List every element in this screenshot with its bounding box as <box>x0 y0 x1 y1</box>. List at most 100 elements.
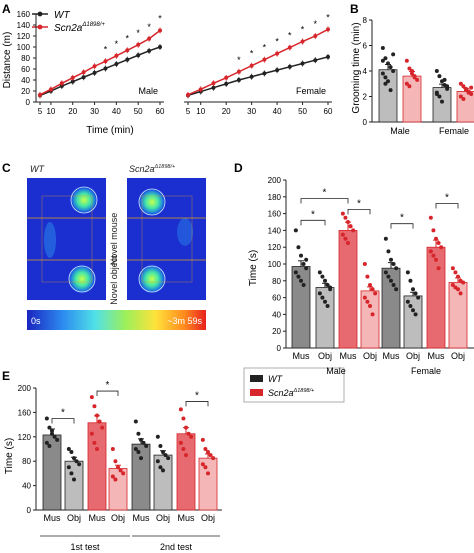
point-a-mut <box>38 92 42 97</box>
point-a-wt <box>125 57 130 62</box>
tick-label-a-y: 20 <box>21 87 30 96</box>
heatmap-wt-trace <box>44 222 56 258</box>
panel-b: B Grooming time (min) <box>350 2 362 114</box>
heatmap-wt-cage-object <box>68 265 96 293</box>
sig-star-a: * <box>147 22 151 32</box>
category-label-d: Obj <box>363 351 377 361</box>
data-point-e <box>66 465 71 470</box>
data-point-d <box>304 266 309 271</box>
data-point-b <box>461 97 466 102</box>
data-point-d <box>436 241 441 245</box>
data-point-d <box>431 228 436 233</box>
data-point-d <box>370 287 375 292</box>
data-point-e <box>189 434 194 439</box>
data-point-e <box>155 434 160 439</box>
data-point-d <box>439 245 444 250</box>
data-point-d <box>391 262 396 266</box>
heatmap-mut-trace <box>177 218 193 246</box>
heatmap-wt-zone-box <box>41 195 93 283</box>
data-point-b <box>386 61 390 66</box>
point-a-wt <box>103 66 108 71</box>
data-point-d <box>394 287 399 292</box>
tick-label-a-y: 100 <box>17 43 31 52</box>
tick-label-b-y: 6 <box>363 42 368 51</box>
point-a-wt <box>158 45 162 49</box>
tick-label-e-y: 40 <box>22 482 31 491</box>
tick-label-a-x: 50 <box>298 107 307 116</box>
sig-bracket-e <box>51 418 75 424</box>
sig-star-d: * <box>445 193 449 204</box>
data-point-b <box>437 94 442 99</box>
point-a-mut <box>186 92 190 97</box>
data-point-e <box>161 450 165 455</box>
tick-label-a-x: 10 <box>46 107 55 116</box>
tick-label-d-y: 100 <box>268 260 282 269</box>
point-a-wt <box>236 78 241 82</box>
data-point-e <box>139 437 143 442</box>
data-point-e <box>208 453 213 458</box>
ylabel-e: Time (s) <box>4 438 15 474</box>
category-label-e: Mus <box>43 513 61 523</box>
category-label-d: Obj <box>318 351 332 361</box>
point-a-wt <box>114 62 119 67</box>
tick-label-d-y: 0 <box>277 344 282 353</box>
point-a-mut <box>198 87 203 92</box>
tick-label-a-y: 80 <box>21 54 30 63</box>
data-point-d <box>383 270 388 275</box>
data-point-b <box>380 58 385 63</box>
data-point-d <box>428 215 433 220</box>
data-point-b <box>383 75 388 80</box>
sig-star-d: * <box>311 209 315 220</box>
point-a-wt <box>81 75 86 80</box>
data-point-e <box>158 443 163 448</box>
data-point-d <box>450 283 455 287</box>
tick-label-e-y: 160 <box>18 408 32 417</box>
data-point-b <box>466 90 471 95</box>
point-a-mut <box>224 75 229 80</box>
data-point-d <box>293 228 298 233</box>
sig-star-a: * <box>288 31 292 41</box>
data-point-d <box>405 270 410 275</box>
data-point-d <box>416 295 421 300</box>
point-a-wt <box>92 70 97 75</box>
point-a-wt <box>313 58 318 63</box>
legend-wt-marker <box>37 11 43 17</box>
data-point-e <box>52 434 57 439</box>
tick-label-a-x: 20 <box>222 107 231 116</box>
point-a-wt <box>326 54 330 59</box>
heatmap-wt-hotspot-object <box>68 264 96 294</box>
legend-e-mut-swatch <box>250 389 263 396</box>
category-label-d: Mus <box>427 351 445 361</box>
data-point-d <box>413 291 418 296</box>
data-point-d <box>340 211 345 216</box>
category-label-e: Obj <box>156 513 170 523</box>
tick-label-a-x: 40 <box>273 107 282 116</box>
panel-letter-a: A <box>2 2 11 16</box>
data-point-e <box>74 459 79 464</box>
point-a-mut <box>236 69 241 74</box>
point-a-mut <box>81 70 86 75</box>
tick-label-a-y: 60 <box>21 65 30 74</box>
legend-a: WT Scn2aΔ1898/+ <box>32 10 105 34</box>
data-point-d <box>373 291 378 296</box>
sig-star-a: * <box>126 33 130 43</box>
group-label-e: 2nd test <box>160 542 193 552</box>
data-point-d <box>362 262 367 266</box>
group-label-d: Male <box>326 366 346 376</box>
data-point-d <box>296 274 301 279</box>
sig-star-e: * <box>106 380 110 391</box>
sig-bracket-d <box>300 219 326 226</box>
data-point-d <box>368 283 372 287</box>
point-a-wt <box>70 79 75 84</box>
data-point-b <box>386 79 390 84</box>
point-a-mut <box>313 34 318 38</box>
tick-label-d-y: 40 <box>272 310 281 319</box>
sig-star-a: * <box>237 55 241 65</box>
data-point-e <box>55 437 60 442</box>
category-label-e: Mus <box>88 513 106 523</box>
sig-star-a: * <box>326 12 330 22</box>
point-a-wt <box>147 48 152 53</box>
data-point-e <box>110 474 115 479</box>
data-point-e <box>155 459 160 464</box>
